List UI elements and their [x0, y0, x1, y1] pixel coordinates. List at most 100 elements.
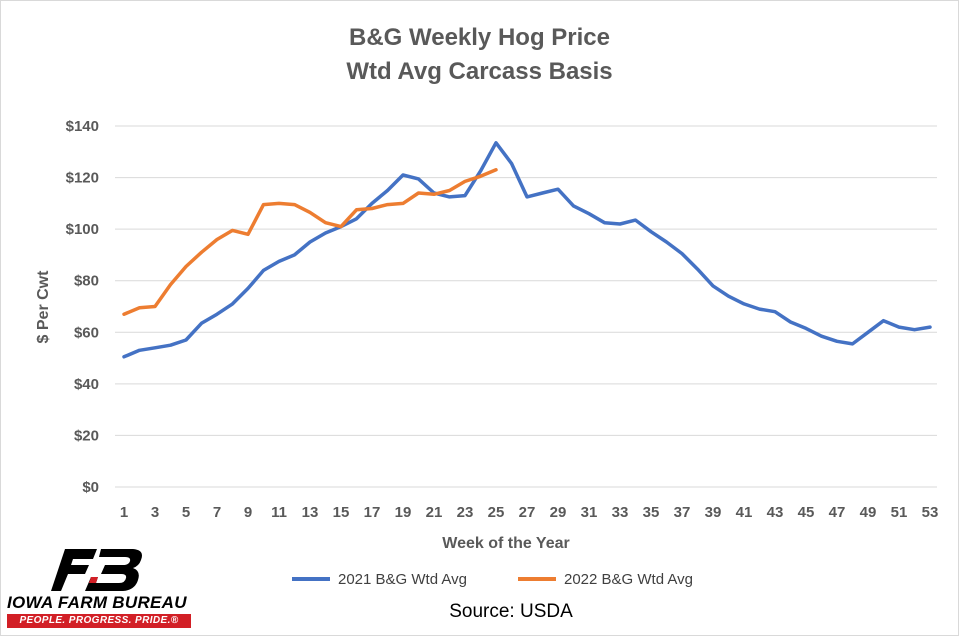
x-axis-title: Week of the Year	[442, 535, 569, 552]
y-axis-ticks: $0 $20 $40 $60 $80 $100 $120 $140	[66, 118, 99, 496]
data-point	[463, 194, 467, 197]
x-tick-label: 39	[705, 504, 722, 521]
x-tick-label: 41	[736, 504, 753, 521]
data-point	[200, 251, 203, 254]
data-point	[665, 240, 668, 244]
chart-title: B&G Weekly Hog Price Wtd Avg Carcass Bas…	[1, 21, 958, 89]
y-tick-label: $140	[66, 118, 99, 135]
data-point	[587, 212, 591, 215]
data-point	[169, 343, 172, 347]
data-point	[789, 320, 792, 324]
x-tick-label: 45	[798, 504, 815, 521]
data-point	[153, 346, 157, 349]
data-point	[324, 231, 327, 235]
data-point	[432, 193, 436, 196]
x-tick-label: 25	[488, 504, 505, 521]
x-tick-label: 11	[271, 504, 287, 521]
data-point	[463, 180, 467, 183]
data-point	[339, 225, 343, 228]
legend-entry: 2021 B&G Wtd Avg	[292, 571, 467, 588]
data-point	[417, 177, 420, 181]
data-point	[897, 325, 901, 329]
data-point	[122, 355, 126, 358]
data-point	[184, 338, 188, 342]
data-point	[138, 306, 141, 309]
data-point	[401, 202, 405, 205]
x-tick-label: 43	[767, 504, 784, 521]
chart-title-line-2: Wtd Avg Carcass Basis	[346, 58, 613, 85]
data-point	[696, 267, 699, 271]
data-point	[308, 211, 312, 214]
x-tick-label: 7	[213, 504, 221, 521]
x-tick-label: 23	[457, 504, 474, 521]
y-axis-title: $ Per Cwt	[35, 270, 52, 344]
farm-bureau-fb-icon	[51, 549, 142, 591]
series-lines	[122, 141, 932, 359]
chart-title-line-1: B&G Weekly Hog Price	[349, 24, 610, 51]
data-point	[277, 260, 281, 263]
data-point	[510, 162, 513, 165]
data-point	[804, 327, 808, 330]
data-point	[603, 221, 606, 224]
x-tick-label: 35	[643, 504, 660, 521]
data-point	[355, 217, 358, 221]
data-point	[711, 284, 715, 288]
data-point	[215, 313, 219, 316]
series-2	[122, 168, 498, 316]
x-tick-label: 31	[581, 504, 598, 521]
data-point	[649, 230, 653, 233]
logo-tagline: PEOPLE. PROGRESS. PRIDE.®	[7, 614, 191, 628]
y-tick-label: $120	[66, 170, 99, 187]
x-tick-label: 33	[612, 504, 629, 521]
legend-label: 2021 B&G Wtd Avg	[338, 571, 467, 588]
x-tick-label: 9	[244, 504, 252, 521]
x-tick-label: 37	[674, 504, 691, 521]
data-point	[355, 208, 358, 212]
x-tick-label: 49	[860, 504, 877, 521]
data-point	[122, 313, 126, 316]
data-point	[556, 187, 560, 191]
data-point	[262, 203, 265, 206]
data-point	[851, 342, 854, 346]
x-tick-label: 1	[120, 504, 128, 521]
data-point	[138, 349, 141, 352]
y-tick-label: $60	[74, 324, 99, 341]
data-point	[231, 302, 234, 306]
data-point	[200, 322, 203, 325]
data-point	[448, 195, 451, 199]
data-point	[494, 168, 498, 172]
data-point	[727, 294, 730, 298]
y-tick-label: $40	[74, 376, 99, 393]
data-point	[773, 310, 777, 313]
x-tick-label: 47	[829, 504, 846, 521]
data-point	[184, 265, 188, 268]
x-tick-label: 27	[519, 504, 536, 521]
x-tick-label: 19	[395, 504, 412, 521]
iowa-farm-bureau-logo: IOWA FARM BUREAU PEOPLE. PROGRESS. PRIDE…	[7, 547, 197, 631]
data-point	[246, 287, 250, 290]
data-point	[386, 203, 389, 206]
data-point	[525, 195, 529, 199]
x-tick-label: 15	[333, 504, 350, 521]
data-point	[153, 305, 157, 308]
data-point	[293, 203, 296, 206]
data-point	[417, 191, 420, 195]
data-point	[370, 207, 374, 210]
data-point	[618, 222, 622, 226]
data-point	[231, 229, 234, 232]
data-point	[169, 283, 172, 286]
y-tick-label: $80	[74, 273, 99, 290]
data-point	[386, 189, 389, 192]
data-point	[634, 218, 637, 222]
series-1	[122, 141, 932, 359]
data-point	[742, 302, 746, 306]
x-tick-label: 51	[891, 504, 908, 521]
data-point	[370, 202, 374, 205]
data-point	[494, 141, 498, 144]
y-tick-label: $20	[74, 427, 99, 444]
data-point	[680, 252, 684, 255]
gridlines	[115, 125, 937, 488]
y-tick-label: $100	[66, 221, 99, 238]
data-point	[882, 319, 885, 322]
data-point	[820, 334, 823, 338]
